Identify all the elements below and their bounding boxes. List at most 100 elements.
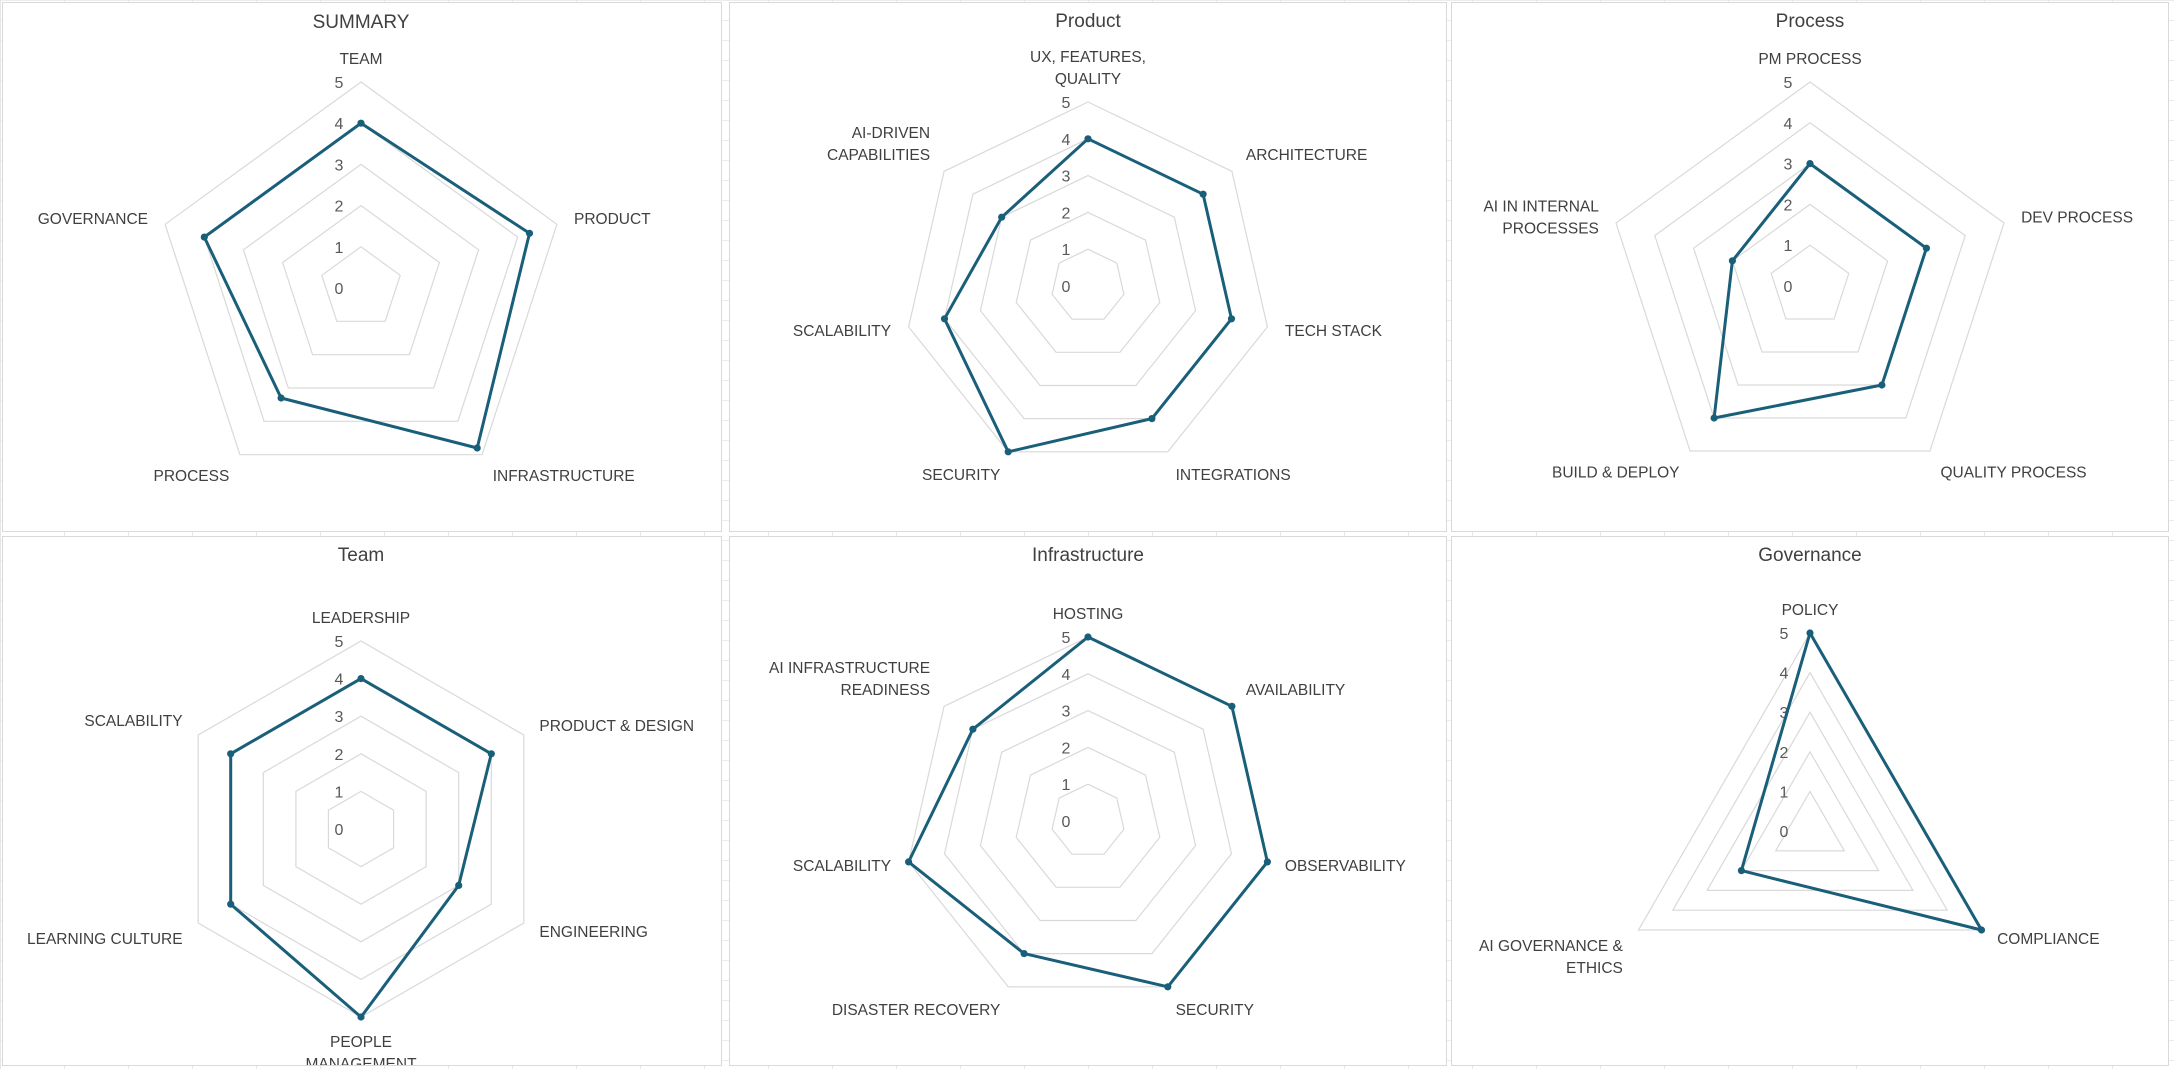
governance-radar-svg: Governance 0 1 2 3 4 5 POLICY COMPLIANCE AI GOVER… xyxy=(1479,545,2100,977)
tick-label: 5 xyxy=(335,634,344,651)
data-point xyxy=(1922,244,1930,252)
data-point xyxy=(1164,983,1172,991)
tick-label: 2 xyxy=(1780,745,1789,762)
category-label: POLICY xyxy=(1782,602,1839,619)
category-label: INFRASTRUCTURE xyxy=(493,468,635,485)
data-point xyxy=(1728,257,1736,265)
data-point xyxy=(1263,858,1271,866)
category-label: DISASTER RECOVERY xyxy=(832,1002,1001,1019)
team-radar-chart: Team 0 1 2 3 4 5 LEADERSHIP PRODUCT & DESIGN ENGI… xyxy=(2,536,722,1066)
governance-radar-chart: Governance 0 1 2 3 4 5 POLICY COMPLIANCE AI GOVER… xyxy=(1451,536,2169,1066)
tick-label: 0 xyxy=(1780,824,1789,841)
data-point xyxy=(1806,160,1814,168)
category-label: OBSERVABILITY xyxy=(1285,858,1406,875)
tick-label: 0 xyxy=(335,281,344,298)
category-label: AI INFRASTRUCTURE READINESS xyxy=(769,660,930,699)
grid-ring-3 xyxy=(979,709,1197,922)
data-point xyxy=(455,881,463,889)
grid-ring-2 xyxy=(1015,211,1161,353)
grid-ring-4 xyxy=(1671,671,1949,911)
series-line xyxy=(907,635,1269,989)
tick-label: 0 xyxy=(335,822,344,839)
grid-ring-5 xyxy=(197,640,525,1018)
data-point xyxy=(487,750,495,758)
tick-label: 3 xyxy=(335,709,344,726)
chart-title: Governance xyxy=(1758,545,1862,566)
tick-label: 2 xyxy=(335,199,344,216)
tick-label: 5 xyxy=(1062,630,1071,647)
data-point xyxy=(357,119,365,127)
grid-ring-1 xyxy=(1770,244,1850,320)
team-radar-svg: Team 0 1 2 3 4 5 LEADERSHIP PRODUCT & DESIGN ENGI… xyxy=(27,545,694,1065)
tick-label: 4 xyxy=(1062,667,1071,684)
category-label: INTEGRATIONS xyxy=(1176,467,1291,484)
data-point xyxy=(1737,867,1745,875)
infrastructure-radar-chart: Infrastructure 0 1 2 3 4 5 HOSTING AVAILABILITY O… xyxy=(729,536,1447,1066)
grid-ring-1 xyxy=(1051,248,1125,320)
grid-ring-3 xyxy=(979,174,1197,387)
data-point xyxy=(1977,926,1986,934)
category-label: PRODUCT xyxy=(574,211,651,228)
tick-label: 5 xyxy=(1062,95,1071,112)
summary-radar-chart: SUMMARY 0 1 2 3 4 5 TEAM PRODUCT INFRASTRUCTURE PR… xyxy=(2,2,722,532)
tick-label: 5 xyxy=(1784,75,1793,92)
data-point xyxy=(1148,415,1156,423)
category-label: LEADERSHIP xyxy=(312,610,410,627)
tick-label: 5 xyxy=(1780,626,1789,643)
data-point xyxy=(1228,702,1236,710)
infrastructure-radar-svg: Infrastructure 0 1 2 3 4 5 HOSTING AVAILABILITY O… xyxy=(769,545,1406,1019)
grid-ring-3 xyxy=(242,163,480,389)
grid-ring-3 xyxy=(1706,711,1914,891)
data-point xyxy=(998,213,1006,221)
category-label: DEV PROCESS xyxy=(2021,209,2133,226)
summary-radar-svg: SUMMARY 0 1 2 3 4 5 TEAM PRODUCT INFRASTRUCTURE PR… xyxy=(38,12,651,485)
category-label: SECURITY xyxy=(922,467,1000,484)
category-label: SCALABILITY xyxy=(793,858,891,875)
tick-label: 0 xyxy=(1062,814,1071,831)
series-line xyxy=(229,677,493,1019)
process-radar-chart: Process 0 1 2 3 4 5 PM PROCESS DEV PROCESS QUALIT… xyxy=(1451,2,2169,532)
tick-label: 0 xyxy=(1062,279,1071,296)
grid-ring-4 xyxy=(1654,122,1966,419)
data-point xyxy=(1806,629,1814,637)
grid-ring-3 xyxy=(262,715,460,943)
category-label: PEOPLE MANAGEMENT xyxy=(305,1034,417,1065)
data-point xyxy=(1004,448,1012,456)
chart-title: Process xyxy=(1776,11,1845,32)
category-label: QUALITY PROCESS xyxy=(1941,465,2087,482)
category-label: AI-DRIVEN CAPABILITIES xyxy=(827,125,930,164)
grid-ring-4 xyxy=(943,673,1233,955)
chart-title: SUMMARY xyxy=(313,12,410,33)
data-point xyxy=(1084,633,1092,641)
data-point xyxy=(227,900,235,908)
tick-label: 3 xyxy=(1062,169,1071,186)
category-label: AI GOVERNANCE & ETHICS xyxy=(1479,938,1623,977)
data-point xyxy=(200,233,208,241)
tick-label: 1 xyxy=(1780,784,1789,801)
product-radar-svg: Product 0 1 2 3 4 5 UX, FEATURES, QUALITY ARCHITE… xyxy=(793,11,1383,484)
tick-label: 1 xyxy=(335,784,344,801)
data-point xyxy=(1710,414,1718,422)
grid-ring-2 xyxy=(1015,746,1161,888)
tick-label: 4 xyxy=(335,116,344,133)
category-label: LEARNING CULTURE xyxy=(27,931,183,948)
data-point xyxy=(357,675,365,683)
data-point xyxy=(905,858,913,866)
series-line xyxy=(943,137,1233,454)
tick-label: 4 xyxy=(1780,666,1789,683)
grid-ring-5 xyxy=(1615,81,2005,452)
grid-ring-2 xyxy=(1731,203,1889,353)
data-point xyxy=(525,229,534,237)
tick-label: 3 xyxy=(1780,705,1789,722)
grid-ring-5 xyxy=(164,81,558,456)
category-label: SCALABILITY xyxy=(84,713,182,730)
series-line xyxy=(1739,631,1983,932)
data-point xyxy=(1199,190,1207,198)
category-label: AVAILABILITY xyxy=(1246,682,1345,699)
grid-ring-1 xyxy=(1774,790,1846,852)
category-label: TEAM xyxy=(339,51,382,68)
grid-ring-1 xyxy=(327,790,395,868)
series-line xyxy=(202,121,531,450)
chart-title: Product xyxy=(1055,11,1121,32)
category-label: ARCHITECTURE xyxy=(1246,147,1367,164)
